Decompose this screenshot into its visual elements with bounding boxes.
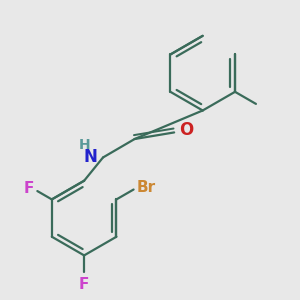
- Text: O: O: [179, 121, 194, 139]
- Text: H: H: [79, 138, 90, 152]
- Text: N: N: [84, 148, 98, 166]
- Text: F: F: [23, 182, 34, 196]
- Text: Br: Br: [137, 180, 156, 195]
- Text: F: F: [79, 277, 89, 292]
